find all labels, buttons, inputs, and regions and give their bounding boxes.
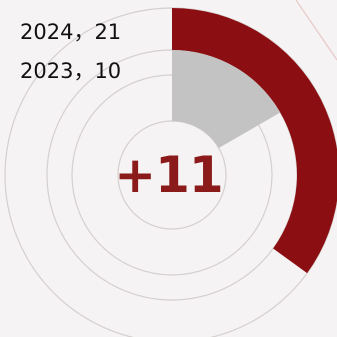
legend-label-2024: 2024，21 [20,20,122,44]
accent-line [295,0,337,61]
legend-label-2023: 2023，10 [20,59,122,83]
difference-label: +11 [114,146,223,204]
radial-bar-2024 [172,8,337,274]
radial-bar-2023 [172,50,281,148]
